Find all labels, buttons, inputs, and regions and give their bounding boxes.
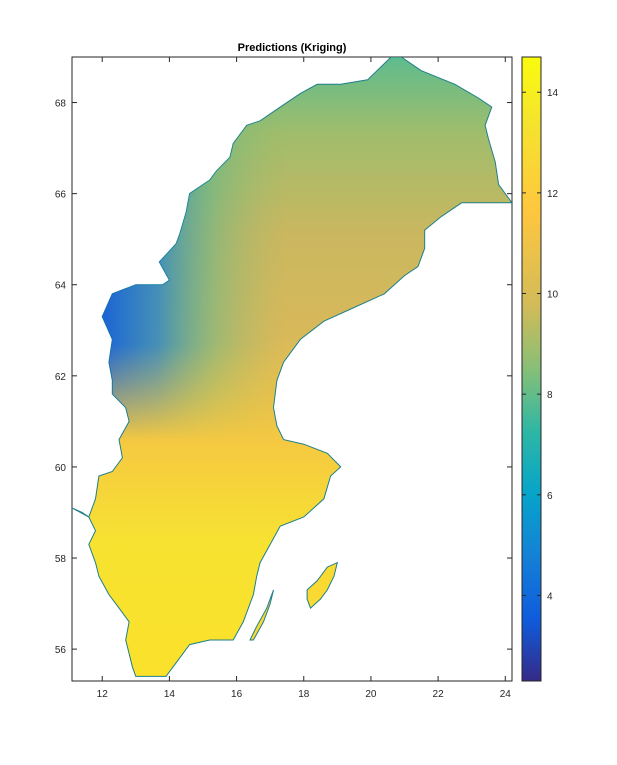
colorbar-ticks: 4 6 8 10 12 14	[522, 88, 559, 602]
x-tick-label: 16	[231, 689, 243, 700]
colorbar-scale	[521, 56, 542, 682]
y-tick-label: 60	[55, 463, 67, 474]
y-axis-ticks: 56 58 60 62 64 66 68	[55, 99, 512, 656]
x-tick-label: 14	[164, 689, 176, 700]
chart-title: Predictions (Kriging)	[238, 42, 347, 54]
x-tick-label: 20	[365, 689, 377, 700]
x-tick-label: 12	[97, 689, 109, 700]
y-tick-label: 66	[55, 190, 67, 201]
x-tick-label: 24	[500, 689, 512, 700]
mountain-shading	[72, 57, 512, 677]
island-land	[249, 589, 274, 641]
y-tick-label: 64	[55, 281, 67, 292]
island-gotland	[306, 561, 339, 609]
y-tick-label: 62	[55, 372, 67, 383]
colorbar: 4 6 8 10 12 14	[521, 56, 559, 682]
y-tick-label: 56	[55, 645, 67, 656]
colorbar-tick-label: 14	[547, 88, 559, 99]
colorbar-tick-label: 6	[547, 491, 553, 502]
colorbar-tick-label: 10	[547, 290, 559, 301]
x-tick-label: 22	[433, 689, 445, 700]
map-layer	[72, 57, 512, 677]
x-tick-label: 18	[298, 689, 310, 700]
x-axis-ticks: 12 14 16 18 20 22 24	[97, 57, 512, 700]
colorbar-tick-label: 8	[547, 390, 553, 401]
islands	[249, 561, 339, 641]
axes: 12 14 16 18 20 22 24 56 58 60 62 64 66 68 Prediction…	[55, 42, 513, 700]
colorbar-tick-label: 12	[547, 189, 559, 200]
y-tick-label: 68	[55, 99, 67, 110]
y-tick-label: 58	[55, 554, 67, 565]
colorbar-tick-label: 4	[547, 591, 553, 602]
